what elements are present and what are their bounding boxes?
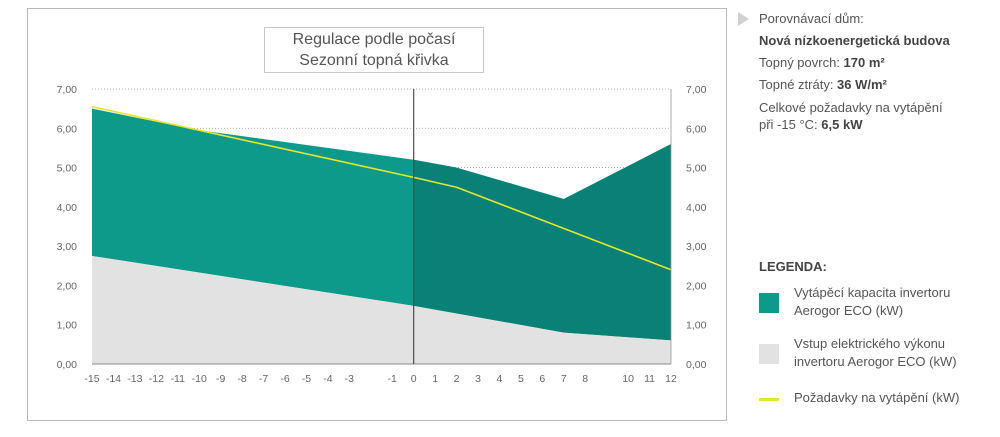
- x-tick-label: 6: [539, 373, 545, 385]
- legend-swatch-capacity: [759, 293, 779, 313]
- y-tick-label-left: 7,00: [57, 84, 78, 96]
- y-tick-label-right: 6,00: [686, 123, 707, 135]
- power-input-area: [92, 255, 671, 364]
- legend: LEGENDA: Vytápěcí kapacita invertoru Aer…: [759, 259, 1000, 437]
- x-tick-label: 11: [644, 373, 655, 385]
- legend-text: Vstup elektrického výkonu: [794, 336, 946, 351]
- chart-title-line-2: Sezonní topná křivka: [299, 52, 449, 69]
- info-demand-line: Celkové požadavky na vytápění: [759, 100, 943, 115]
- info-heated-area: Topný povrch: 170 m²: [759, 55, 885, 70]
- x-tick-label: -6: [280, 373, 289, 385]
- areas: [92, 108, 671, 364]
- x-tick-label: -5: [302, 373, 311, 385]
- x-tick-label: -9: [216, 373, 225, 385]
- y-tick-label-left: 1,00: [57, 320, 78, 332]
- legend-text: Požadavky na vytápění (kW): [794, 390, 960, 405]
- chart-title: Regulace podle počasí Sezonní topná křiv…: [264, 27, 484, 73]
- x-tick-label: -13: [127, 373, 142, 385]
- y-tick-label-right: 2,00: [686, 280, 707, 292]
- legend-title: LEGENDA:: [759, 259, 827, 274]
- x-tick-label: 0: [411, 373, 417, 385]
- x-tick-label: -1: [388, 373, 397, 385]
- x-tick-label: 1: [432, 373, 438, 385]
- legend-item-power-input: Vstup elektrického výkonu invertoru Aero…: [759, 335, 1000, 375]
- y-tick-label-right: 0,00: [686, 359, 707, 371]
- legend-item-heating-demand: Požadavky na vytápění (kW): [759, 386, 1000, 426]
- y-tick-label-right: 3,00: [686, 241, 707, 253]
- chart-title-line-1: Regulace podle počasí: [292, 31, 456, 48]
- x-tick-label: 12: [665, 373, 677, 385]
- x-tick-label: 5: [518, 373, 524, 385]
- legend-text: invertoru Aerogor ECO (kW): [794, 354, 957, 369]
- x-tick-label: 3: [475, 373, 481, 385]
- info-house-type: Nová nízkoenergetická budova: [759, 33, 950, 48]
- y-tick-label-left: 5,00: [57, 163, 78, 175]
- x-tick-label: 10: [622, 373, 634, 385]
- x-tick-label: 8: [582, 373, 588, 385]
- axes: [92, 89, 672, 365]
- y-tick-label-left: 2,00: [57, 280, 78, 292]
- y-tick-label-right: 5,00: [686, 163, 707, 175]
- x-tick-label: -11: [171, 373, 186, 385]
- info-demand-value: při -15 °C: 6,5 kW: [759, 117, 863, 132]
- x-tick-label: -7: [259, 373, 268, 385]
- legend-text: Vytápěcí kapacita invertoru: [794, 285, 951, 300]
- y-tick-label-left: 4,00: [57, 202, 78, 214]
- reference-house-info: Porovnávací dům: Nová nízkoenergetická b…: [738, 8, 1000, 133]
- x-tick-label: -12: [149, 373, 164, 385]
- x-tick-label: -4: [323, 373, 332, 385]
- triangle-bullet-icon: [738, 12, 749, 26]
- info-label: Porovnávací dům:: [759, 11, 864, 26]
- legend-swatch-power-input: [759, 344, 779, 364]
- x-tick-label: 2: [454, 373, 460, 385]
- y-tick-label-right: 7,00: [686, 84, 707, 96]
- heating-demand-line: [91, 105, 672, 271]
- x-tick-label: -14: [106, 373, 121, 385]
- x-tick-label: -3: [345, 373, 354, 385]
- y-tick-label-right: 1,00: [686, 320, 707, 332]
- demand-line-group: [91, 105, 672, 271]
- y-tick-label-left: 6,00: [57, 123, 78, 135]
- x-tick-label: 7: [561, 373, 567, 385]
- legend-swatch-heating-demand: [759, 398, 779, 401]
- info-heat-loss: Topné ztráty: 36 W/m²: [759, 77, 887, 92]
- tick-labels: 0,00 0,00 1,00 1,00 2,00 2,00 3,00 3,00 4,00 4,00…: [57, 84, 707, 385]
- legend-text: Aerogor ECO (kW): [794, 303, 904, 318]
- y-tick-label-left: 0,00: [57, 359, 78, 371]
- x-tick-label: -8: [237, 373, 246, 385]
- y-tick-label-right: 4,00: [686, 202, 707, 214]
- x-tick-label: -15: [84, 373, 99, 385]
- y-tick-label-left: 3,00: [57, 241, 78, 253]
- x-tick-label: -10: [192, 373, 207, 385]
- capacity-area-right: [413, 144, 671, 341]
- x-tick-label: 4: [497, 373, 503, 385]
- legend-item-capacity: Vytápěcí kapacita invertoru Aerogor ECO …: [759, 284, 1000, 324]
